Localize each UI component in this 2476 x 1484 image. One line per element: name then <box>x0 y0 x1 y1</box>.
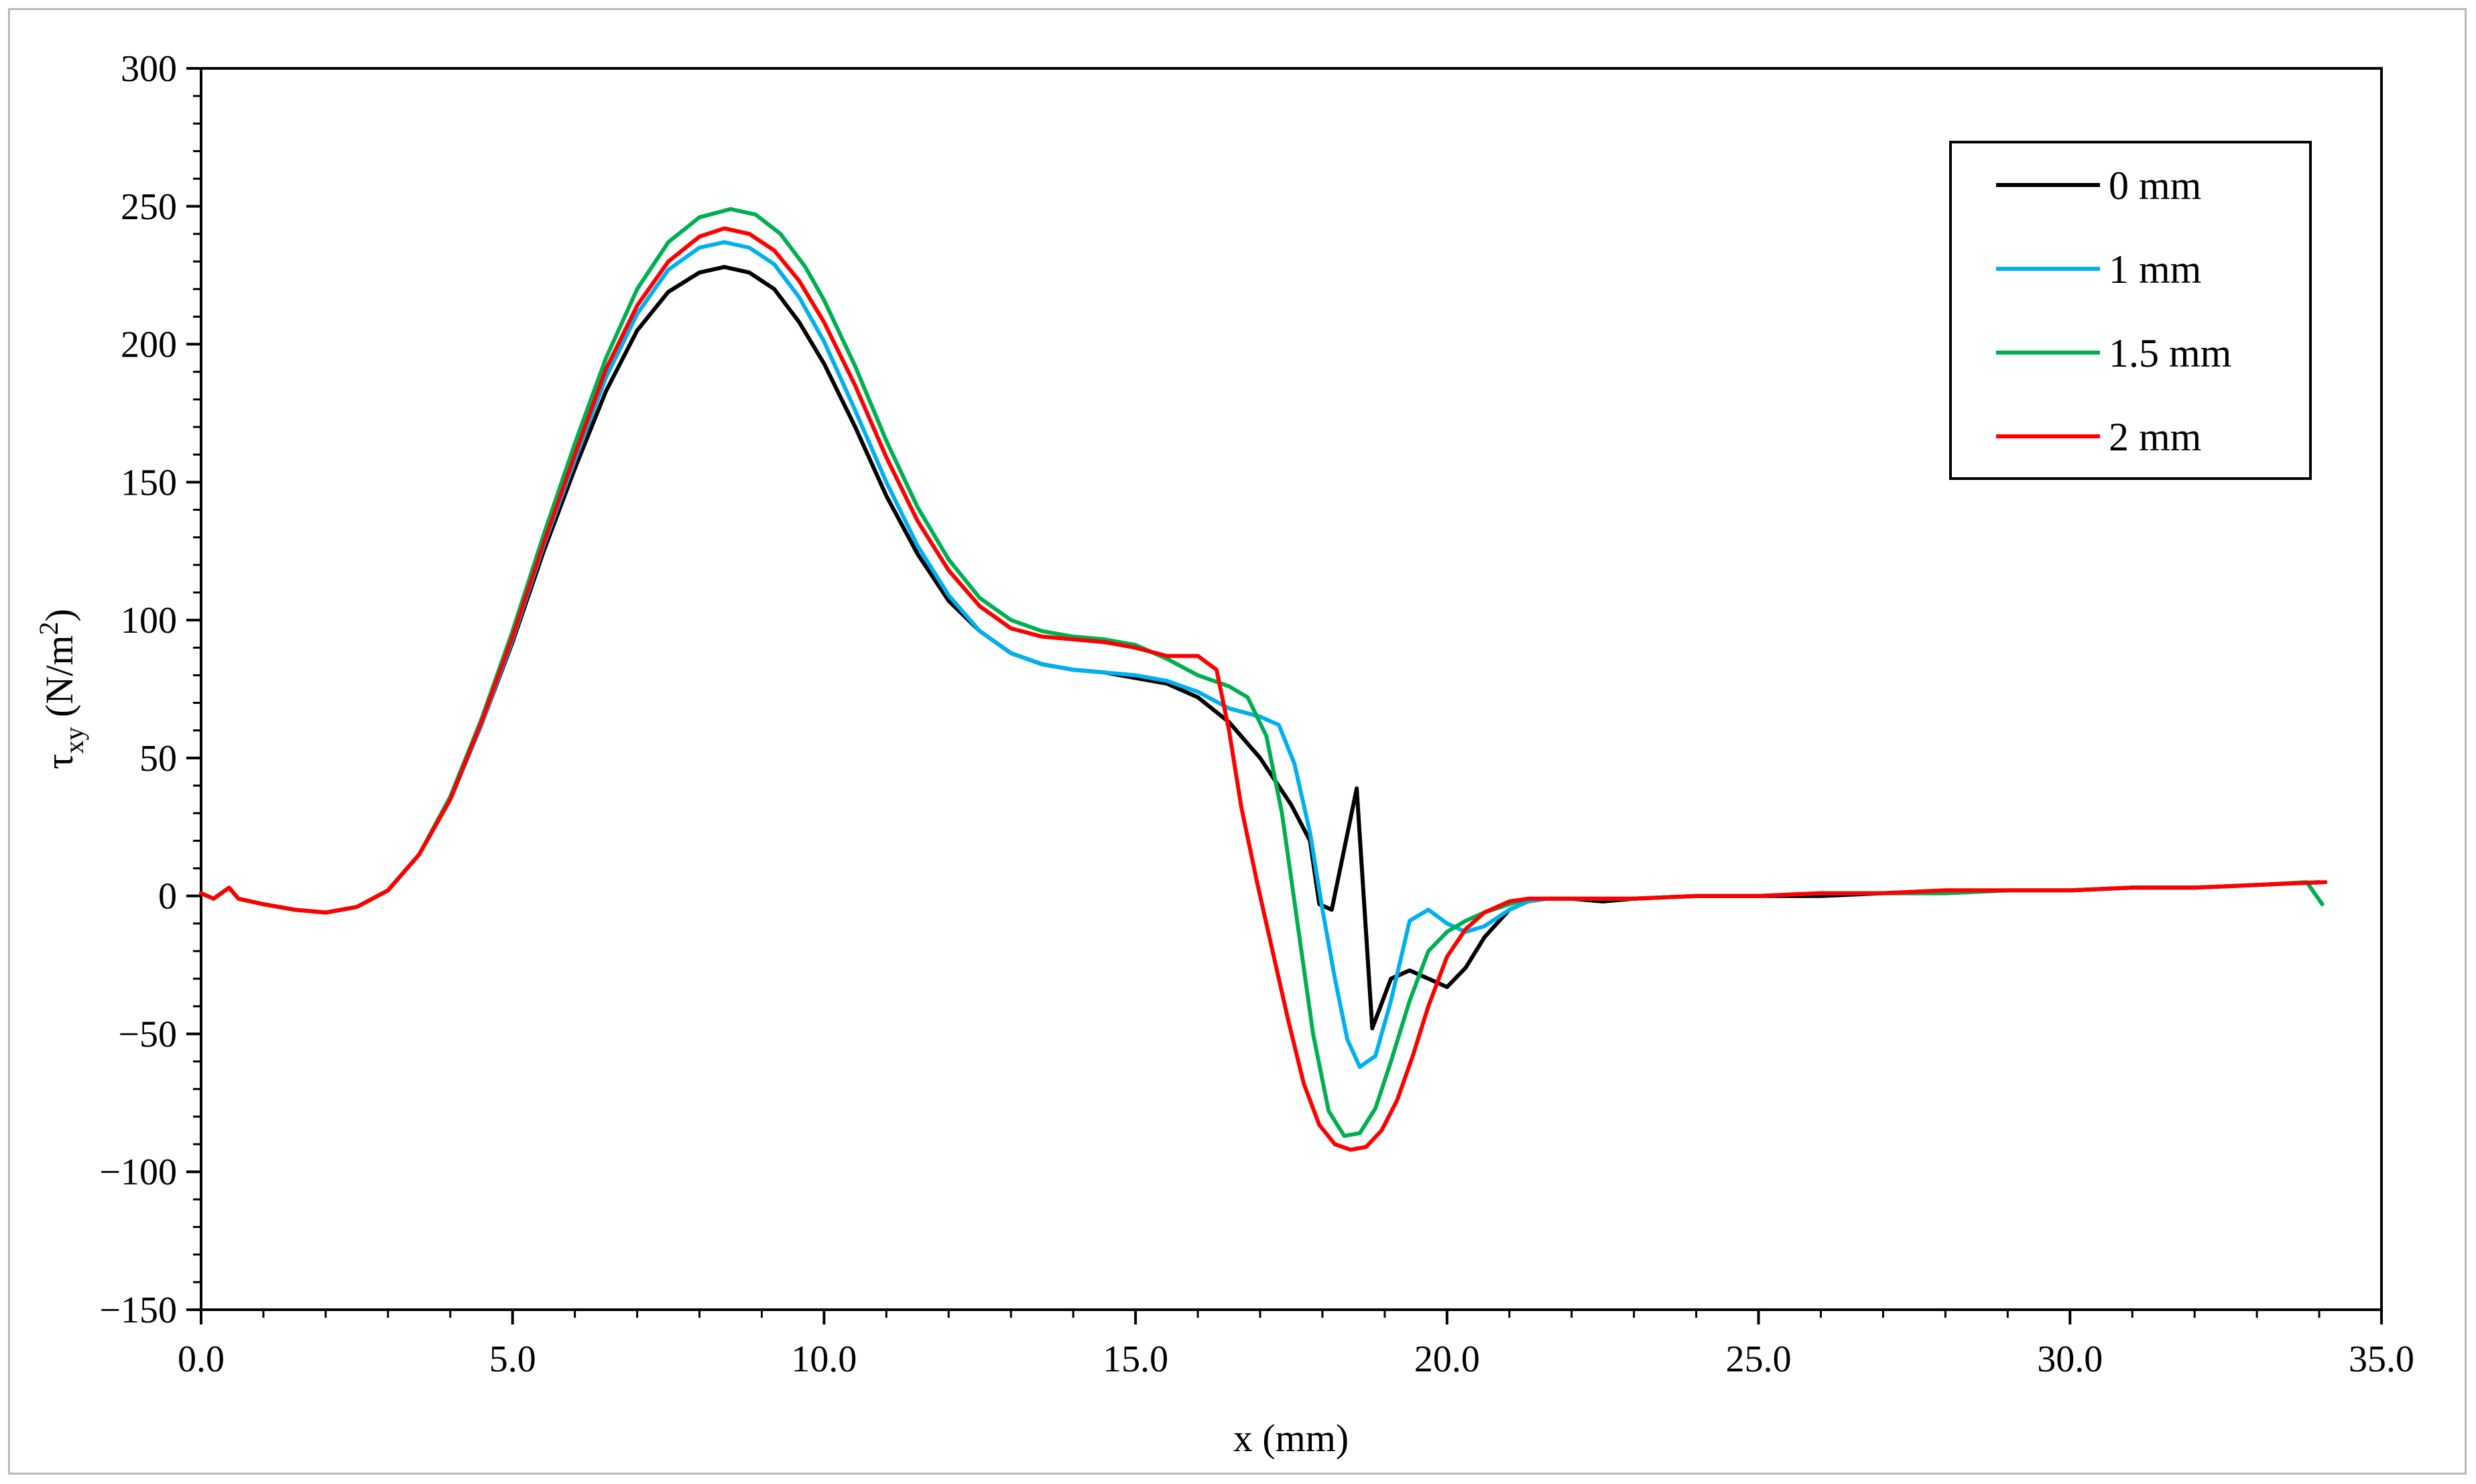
y-tick-label: −100 <box>99 1152 177 1193</box>
y-tick-label: 150 <box>121 462 177 503</box>
x-tick-label: 20.0 <box>1414 1339 1480 1380</box>
y-tick-label: 200 <box>121 324 177 366</box>
series-line-3 <box>199 226 2328 1152</box>
y-tick-label: 100 <box>121 600 177 641</box>
x-tick-label: 5.0 <box>489 1339 536 1380</box>
x-tick-label: 25.0 <box>1726 1339 1792 1380</box>
y-axis-unit-close: ) <box>38 609 81 621</box>
legend-label: 2 mm <box>2109 415 2201 459</box>
y-axis-symbol: τ <box>38 753 81 769</box>
x-axis-title: x (mm) <box>1233 1416 1349 1460</box>
x-tick-label: 30.0 <box>2037 1339 2103 1380</box>
y-axis-title: τxy (N/m2) <box>34 609 89 769</box>
plot-area-border <box>200 67 2383 1311</box>
tick-layer: 0.0 5.0 10.0 15.0 20.0 25.0 30.0 35.0 −150 −100 −5… <box>99 48 2414 1380</box>
legend-box <box>1949 141 2312 480</box>
legend-label: 0 mm <box>2109 164 2201 208</box>
series-layer <box>199 206 2328 1152</box>
y-axis-unit-superscript: 2 <box>34 622 64 635</box>
x-tick-label: 0.0 <box>178 1339 225 1380</box>
legend-label: 1 mm <box>2109 247 2201 292</box>
y-tick-label: −50 <box>118 1013 177 1055</box>
legend-label: 1.5 mm <box>2109 331 2231 375</box>
chart-frame <box>8 8 2467 1475</box>
y-tick-label: 300 <box>121 48 177 90</box>
y-tick-label: 250 <box>121 186 177 228</box>
y-axis-subscript: xy <box>59 727 89 753</box>
y-tick-label: −150 <box>99 1290 177 1331</box>
y-axis-unit: (N/m <box>38 635 81 727</box>
y-tick-label: 50 <box>139 738 177 780</box>
x-tick-label: 10.0 <box>791 1339 857 1380</box>
x-tick-label: 15.0 <box>1103 1339 1168 1380</box>
legend: 0 mm 1 mm 1.5 mm 2 mm <box>1949 141 2312 480</box>
x-tick-label: 35.0 <box>2349 1339 2414 1380</box>
y-tick-label: 0 <box>158 876 177 918</box>
